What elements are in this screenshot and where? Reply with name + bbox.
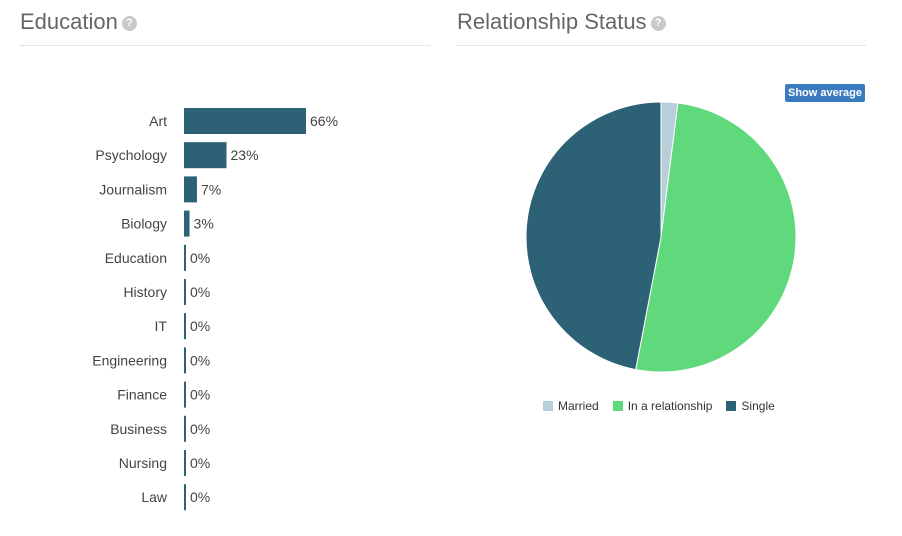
category-label: Journalism [99,181,167,197]
legend-item-single[interactable]: Single [726,399,775,413]
category-label: Psychology [95,147,167,163]
bar[interactable] [184,450,186,476]
value-label: 66% [310,113,338,129]
relationship-title-text: Relationship Status [457,9,647,34]
category-label: Nursing [119,455,167,471]
legend-label-married: Married [558,399,599,413]
education-title: Education? [20,9,137,35]
legend-item-in-a-relationship[interactable]: In a relationship [612,399,713,413]
category-label: IT [155,318,168,334]
education-title-text: Education [20,9,118,34]
education-divider [20,45,430,46]
value-label: 0% [190,318,210,334]
value-label: 0% [190,489,210,505]
pie-slice-in-a-relationship[interactable] [635,102,797,373]
category-label: Law [141,489,168,505]
bar[interactable] [184,381,186,408]
question-circle-icon[interactable]: ? [121,16,137,31]
legend-swatch-married [543,401,553,411]
legend-swatch-single [726,401,737,411]
bar[interactable] [184,313,186,340]
category-label: History [123,284,167,300]
value-label: 0% [190,250,210,266]
category-label: Business [110,421,167,437]
legend-item-married[interactable]: Married [543,399,599,413]
bar[interactable] [184,176,197,203]
relationship-divider [457,45,865,46]
value-label: 0% [190,455,210,471]
bar[interactable] [184,142,227,169]
category-label: Biology [121,216,167,232]
bar[interactable] [184,244,186,271]
question-circle-icon[interactable]: ? [650,16,666,31]
category-label: Art [149,113,167,129]
value-label: 0% [190,421,210,437]
category-label: Education [105,250,167,266]
value-label: 0% [190,352,210,368]
relationship-title: Relationship Status? [457,9,666,35]
education-bar-chart: Art 66% Psychology 23% Journalism 7% Biology 3%… [92,108,338,511]
value-label: 3% [194,216,214,232]
category-label: Engineering [92,352,167,368]
legend-label-single: Single [741,399,775,413]
value-label: 0% [190,284,210,300]
pie-legend: Married In a relationship Single [543,399,775,413]
bar[interactable] [184,415,186,442]
bar[interactable] [184,210,190,237]
legend-swatch-in-a-relationship [612,401,623,411]
value-label: 0% [190,387,210,403]
category-label: Finance [117,387,167,403]
bar[interactable] [184,484,186,511]
show-average-button[interactable]: Show average [785,84,865,102]
value-label: 7% [201,181,221,197]
legend-label-in-a-relationship: In a relationship [627,399,713,413]
bar[interactable] [184,279,186,305]
bar[interactable] [184,108,306,134]
value-label: 23% [231,147,259,163]
pie-slice-single[interactable] [525,101,662,371]
bar[interactable] [184,347,186,374]
